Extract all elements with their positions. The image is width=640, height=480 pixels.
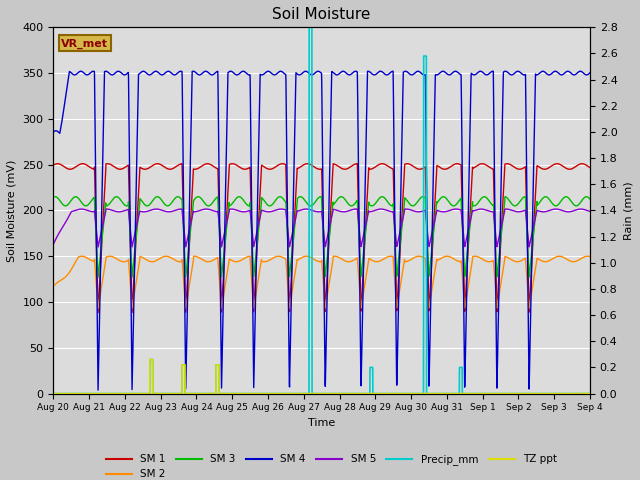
X-axis label: Time: Time [308, 418, 335, 428]
Text: VR_met: VR_met [61, 38, 108, 48]
Y-axis label: Rain (mm): Rain (mm) [623, 181, 633, 240]
Title: Soil Moisture: Soil Moisture [273, 7, 371, 22]
Y-axis label: Soil Moisture (mV): Soil Moisture (mV) [7, 159, 17, 262]
Legend: SM 1, SM 2, SM 3, SM 4, SM 5, Precip_mm, TZ ppt: SM 1, SM 2, SM 3, SM 4, SM 5, Precip_mm,… [102, 450, 561, 480]
